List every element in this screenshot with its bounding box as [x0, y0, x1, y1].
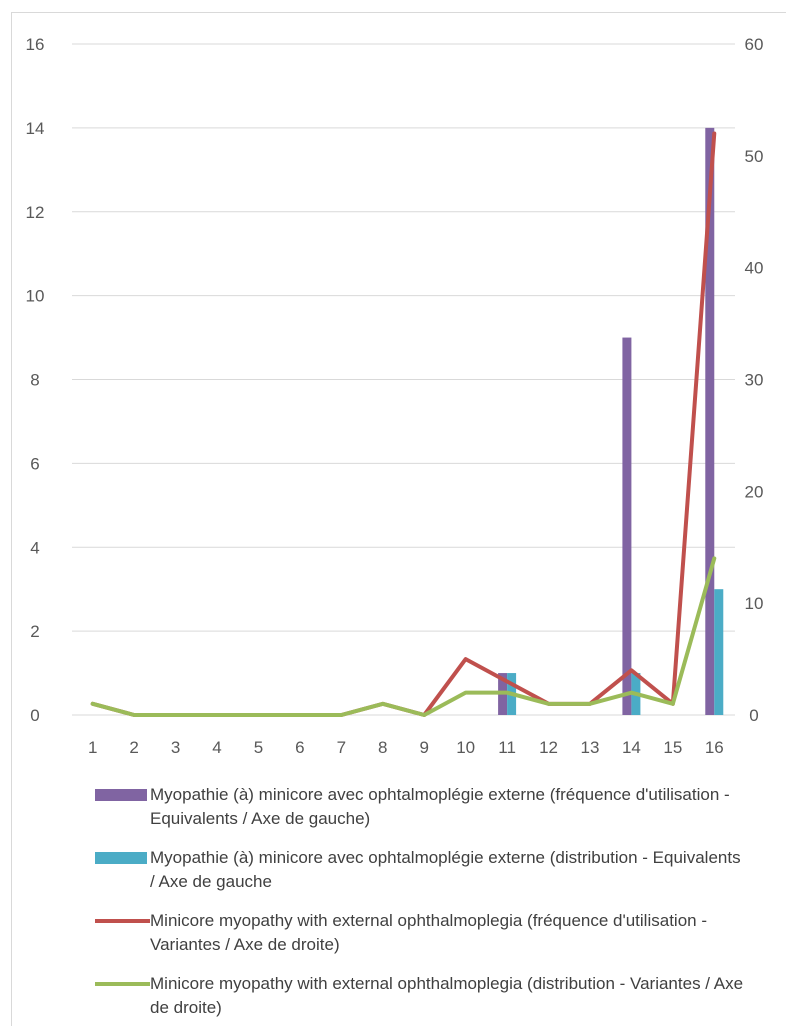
x-tick-label: 14: [622, 738, 641, 757]
right-tick-label: 10: [745, 594, 764, 613]
left-tick-label: 8: [30, 371, 39, 390]
legend-swatch-teal-bar: [95, 852, 147, 864]
bar-series: [498, 127, 724, 715]
x-tick-label: 13: [581, 738, 600, 757]
left-tick-label: 6: [30, 454, 39, 473]
right-tick-label: 40: [745, 259, 764, 278]
legend-swatch-purple-bar: [95, 789, 147, 801]
left-tick-label: 4: [30, 538, 39, 557]
series-line: [90, 131, 717, 717]
legend-item-3: Minicore myopathy with external ophthalm…: [95, 909, 745, 957]
left-tick-label: 10: [26, 287, 45, 306]
bar: [714, 589, 724, 715]
legend-item-1: Myopathie (à) minicore avec ophtalmoplég…: [95, 783, 745, 831]
x-tick-label: 3: [171, 738, 180, 757]
x-tick-label: 5: [254, 738, 263, 757]
right-axis-ticks: 0 10 20 30 40 50 60: [745, 35, 764, 725]
left-tick-label: 14: [26, 119, 45, 138]
x-tick-label: 8: [378, 738, 387, 757]
x-tick-label: 9: [419, 738, 428, 757]
gridlines: [72, 43, 735, 716]
legend-label-4: Minicore myopathy with external ophthalm…: [150, 974, 744, 1017]
legend-swatch-green-line: [95, 982, 150, 986]
bar: [705, 127, 715, 715]
left-tick-label: 0: [30, 706, 39, 725]
line-series: [90, 131, 717, 717]
bar: [622, 337, 632, 715]
legend-item-4: Minicore myopathy with external ophthalm…: [95, 972, 745, 1020]
x-tick-label: 6: [295, 738, 304, 757]
right-tick-label: 20: [745, 482, 764, 501]
left-tick-label: 2: [30, 622, 39, 641]
chart-frame: [11, 12, 786, 1026]
x-tick-label: 4: [212, 738, 221, 757]
x-tick-label: 11: [498, 738, 516, 757]
right-tick-label: 0: [749, 706, 758, 725]
right-tick-label: 60: [745, 35, 764, 54]
legend-swatch-red-line: [95, 919, 150, 923]
x-tick-label: 1: [88, 738, 97, 757]
x-tick-label: 16: [705, 738, 724, 757]
series-line: [90, 556, 717, 717]
x-tick-label: 2: [129, 738, 138, 757]
legend-label-2: Myopathie (à) minicore avec ophtalmoplég…: [150, 848, 741, 891]
x-tick-label: 7: [337, 738, 346, 757]
right-tick-label: 50: [745, 147, 764, 166]
legend: Myopathie (à) minicore avec ophtalmoplég…: [95, 783, 745, 1035]
legend-item-2: Myopathie (à) minicore avec ophtalmoplég…: [95, 846, 745, 894]
x-axis-ticks: 1 2 3 4 5 6 7 8 9 10 11 12 13 14 15 16: [88, 738, 724, 757]
x-tick-label: 12: [539, 738, 558, 757]
right-tick-label: 30: [745, 371, 764, 390]
left-tick-label: 16: [26, 35, 45, 54]
legend-label-1: Myopathie (à) minicore avec ophtalmoplég…: [150, 785, 730, 828]
left-axis-ticks: 0 2 4 6 8 10 12 14 16: [26, 35, 45, 725]
x-tick-label: 10: [456, 738, 475, 757]
x-tick-label: 15: [663, 738, 682, 757]
left-tick-label: 12: [26, 203, 45, 222]
legend-label-3: Minicore myopathy with external ophthalm…: [150, 911, 707, 954]
